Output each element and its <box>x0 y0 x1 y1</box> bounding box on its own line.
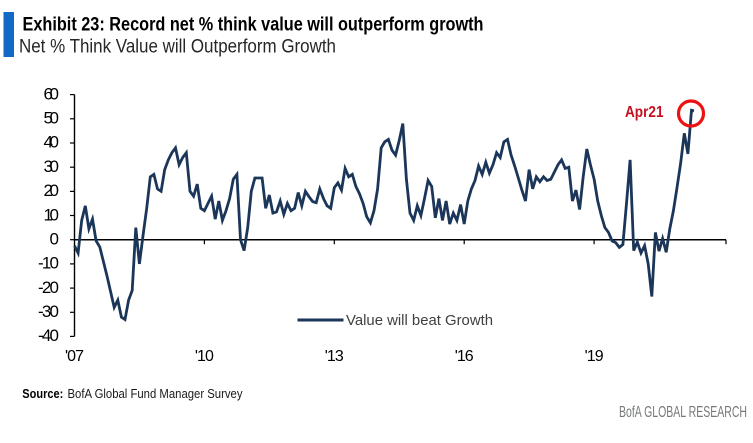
svg-text:-30: -30 <box>38 302 59 321</box>
svg-text:10: 10 <box>44 205 60 224</box>
svg-text:-10: -10 <box>38 254 59 273</box>
svg-text:20: 20 <box>44 181 60 200</box>
svg-text:'16: '16 <box>455 348 474 365</box>
svg-text:Apr21: Apr21 <box>625 104 664 121</box>
svg-text:'07: '07 <box>65 348 84 365</box>
svg-text:0: 0 <box>50 229 59 248</box>
svg-text:'10: '10 <box>195 348 214 365</box>
svg-text:'19: '19 <box>585 348 604 365</box>
svg-text:Exhibit 23: Record net % think: Exhibit 23: Record net % think value wil… <box>23 15 484 36</box>
svg-text:Value will beat Growth: Value will beat Growth <box>346 313 493 329</box>
svg-text:'13: '13 <box>325 348 344 365</box>
svg-text:Source:: Source: <box>22 387 63 401</box>
svg-text:40: 40 <box>44 133 60 152</box>
svg-text:60: 60 <box>44 84 60 103</box>
svg-text:BofA GLOBAL RESEARCH: BofA GLOBAL RESEARCH <box>619 404 747 421</box>
svg-text:BofA Global Fund Manager Surve: BofA Global Fund Manager Survey <box>68 387 244 401</box>
svg-text:Net % Think Value will Outperf: Net % Think Value will Outperform Growth <box>19 37 336 58</box>
svg-text:-40: -40 <box>38 326 59 345</box>
svg-text:30: 30 <box>44 157 60 176</box>
svg-text:-20: -20 <box>38 278 59 297</box>
svg-text:50: 50 <box>44 109 60 128</box>
